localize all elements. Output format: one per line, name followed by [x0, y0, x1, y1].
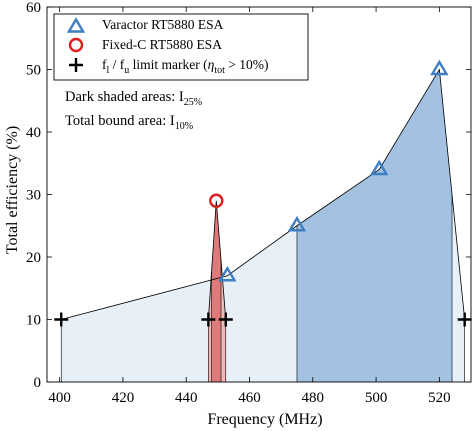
y-axis-label: Total efficiency (%) — [4, 126, 21, 254]
axes: 400 420 440 460 480 500 520 0 10 20 30 40 50 60 — [26, 0, 472, 406]
legend-marker-2 — [69, 58, 83, 72]
legend-marker-0 — [66, 17, 86, 33]
x-tick-label-4: 480 — [302, 390, 325, 406]
dark-area-25-fixed — [211, 200, 222, 382]
legend-limit-eta: η — [208, 57, 215, 72]
series-2-point-1 — [201, 312, 216, 327]
legend-limit-mid: / f — [109, 57, 125, 72]
legend-label-fixed: Fixed-C RT5880 ESA — [102, 37, 222, 52]
envelope-lines — [60, 68, 466, 382]
series-0-point-2 — [370, 159, 389, 176]
x-tick-label-5: 500 — [365, 390, 388, 406]
legend-label-limit: fl / fu limit marker (ηtot > 10%) — [102, 57, 269, 76]
legend-limit-sub-l: l — [107, 65, 110, 76]
y-tick-label-5: 50 — [26, 63, 41, 79]
y-tick-label-2: 20 — [26, 250, 41, 266]
y-tick-label-6: 60 — [26, 0, 41, 16]
series-2-point-0 — [54, 312, 69, 327]
x-tick-label-2: 440 — [175, 390, 198, 406]
series-0-point-1 — [287, 215, 307, 232]
data-markers — [54, 59, 472, 327]
x-tick-label-1: 420 — [112, 390, 135, 406]
series-0-point-0 — [218, 265, 237, 282]
dark-area-25-varactor — [296, 69, 453, 382]
series-1-point-0 — [209, 193, 224, 208]
x-axis-label: Frequency (MHz) — [207, 411, 322, 428]
efficiency-envelope-line — [61, 68, 466, 320]
y-tick-label-0: 0 — [34, 375, 42, 391]
legend-box — [53, 13, 309, 81]
legend-limit-tail: limit marker ( — [129, 57, 208, 72]
legend: Varactor RT5880 ESA Fixed-C RT5880 ESA fl … — [53, 13, 309, 81]
shaded-areas — [61, 69, 465, 382]
x-tick-label-0: 400 — [48, 390, 71, 406]
y-tick-label-3: 30 — [26, 188, 41, 204]
legend-limit-sub-tot: tot — [214, 65, 225, 76]
series-0-point-3 — [430, 59, 449, 76]
legend-limit-f: f — [102, 57, 107, 72]
legend-marker-1 — [68, 37, 84, 53]
y-tick-label-1: 10 — [26, 313, 41, 329]
y-tick-label-4: 40 — [26, 125, 41, 141]
series-2-point-2 — [218, 312, 233, 327]
x-tick-label-6: 520 — [428, 390, 451, 406]
x-tick-label-3: 460 — [238, 390, 261, 406]
legend-label-varactor: Varactor RT5880 ESA — [102, 17, 224, 32]
note-dark-area: Dark shaded areas: I25% — [65, 89, 202, 108]
legend-limit-end: > 10%) — [225, 57, 269, 72]
note-bound-area: Total bound area: I10% — [65, 113, 193, 132]
legend-limit-sub-u: u — [124, 65, 129, 76]
